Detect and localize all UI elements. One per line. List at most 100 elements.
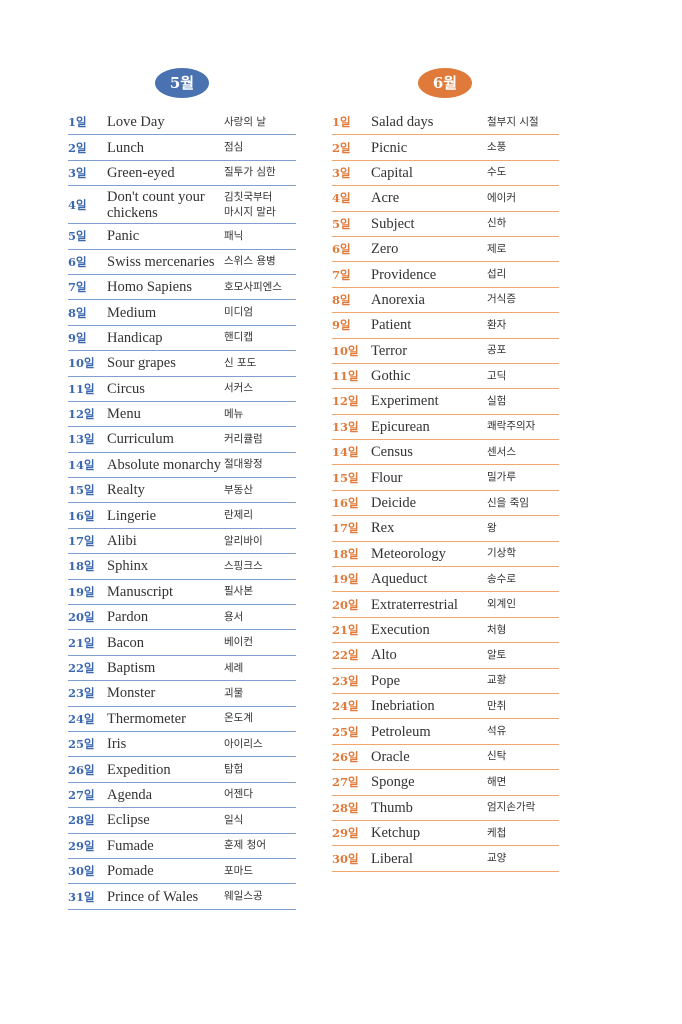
english-word: Pardon bbox=[107, 609, 149, 626]
korean-meaning: 교양 bbox=[487, 852, 507, 865]
day-label: 10일 bbox=[332, 343, 359, 358]
day-label: 18일 bbox=[68, 559, 95, 574]
korean-meaning: 부동산 bbox=[224, 483, 253, 496]
day-label: 5일 bbox=[332, 216, 351, 231]
day-label: 1일 bbox=[332, 115, 351, 130]
list-item: 30일 Pomade 포마드 bbox=[68, 859, 296, 885]
english-word: Thermometer bbox=[107, 710, 186, 727]
english-word: Execution bbox=[371, 622, 430, 638]
day-label: 4일 bbox=[332, 191, 351, 206]
english-word: Inebriation bbox=[371, 698, 435, 715]
list-item: 14일 Absolute monarchy 절대왕정 bbox=[68, 453, 296, 479]
list-item: 9일 Handicap 핸디캡 bbox=[68, 326, 296, 352]
english-word: Expedition bbox=[107, 761, 171, 778]
day-label: 14일 bbox=[332, 445, 359, 460]
day-label: 19일 bbox=[68, 584, 95, 599]
korean-meaning: 신을 죽임 bbox=[487, 496, 529, 509]
list-item: 4일 Don't count your chickens 김칫국부터 마시지 말라 bbox=[68, 186, 296, 225]
english-word: Extraterrestrial bbox=[371, 596, 458, 613]
list-item: 15일 Flour 밀가루 bbox=[332, 465, 559, 491]
june-word-list: 1일 Salad days 철부지 시절 2일 Picnic 소풍 3일 Capital 수도 4… bbox=[332, 110, 559, 872]
korean-meaning: 웨일스공 bbox=[224, 890, 263, 903]
day-label: 1일 bbox=[68, 115, 87, 130]
list-item: 15일 Realty 부동산 bbox=[68, 478, 296, 504]
day-label: 25일 bbox=[332, 724, 359, 739]
korean-meaning: 공포 bbox=[487, 344, 507, 357]
day-label: 25일 bbox=[68, 737, 95, 752]
day-label: 26일 bbox=[332, 749, 359, 764]
english-word: Petroleum bbox=[371, 723, 431, 740]
list-item: 20일 Extraterrestrial 외계인 bbox=[332, 592, 559, 618]
english-word: Prince of Wales bbox=[107, 888, 199, 905]
list-item: 11일 Gothic 고딕 bbox=[332, 364, 559, 390]
day-label: 24일 bbox=[68, 711, 95, 726]
day-label: 13일 bbox=[68, 432, 95, 447]
list-item: 28일 Thumb 엄지손가락 bbox=[332, 796, 559, 821]
korean-meaning: 온도계 bbox=[224, 712, 253, 725]
day-label: 21일 bbox=[68, 635, 95, 650]
korean-meaning: 점심 bbox=[224, 141, 244, 154]
day-label: 29일 bbox=[332, 826, 359, 841]
may-column: 5월 1일 Love Day 사랑의 날 2일 Lunch 점심 3일 Green-eyed 질… bbox=[68, 68, 296, 910]
korean-meaning: 거식증 bbox=[487, 293, 516, 306]
english-word: Picnic bbox=[371, 139, 408, 156]
korean-meaning: 실험 bbox=[487, 394, 507, 407]
list-item: 2일 Picnic 소풍 bbox=[332, 135, 559, 161]
day-label: 12일 bbox=[332, 394, 359, 409]
list-item: 5일 Panic 패닉 bbox=[68, 224, 296, 250]
korean-meaning: 란제리 bbox=[224, 509, 253, 522]
day-label: 3일 bbox=[332, 165, 351, 180]
day-label: 20일 bbox=[332, 597, 359, 612]
list-item: 7일 Homo Sapiens 호모사피엔스 bbox=[68, 275, 296, 301]
list-item: 22일 Baptism 세례 bbox=[68, 656, 296, 682]
list-item: 6일 Swiss mercenaries 스위스 용병 bbox=[68, 250, 296, 275]
day-label: 23일 bbox=[68, 686, 95, 701]
korean-meaning: 제로 bbox=[487, 242, 507, 255]
english-word: Realty bbox=[107, 482, 145, 499]
english-word: Anorexia bbox=[371, 291, 425, 308]
day-label: 16일 bbox=[332, 496, 359, 511]
list-item: 9일 Patient 환자 bbox=[332, 313, 559, 339]
english-word: Baptism bbox=[107, 660, 156, 676]
english-word: Epicurean bbox=[371, 418, 430, 435]
korean-meaning: 철부지 시절 bbox=[487, 115, 539, 128]
english-word: Handicap bbox=[107, 329, 163, 346]
day-label: 23일 bbox=[332, 673, 359, 688]
korean-meaning: 송수로 bbox=[487, 572, 516, 585]
english-word: Subject bbox=[371, 215, 415, 232]
list-item: 11일 Circus 서커스 bbox=[68, 377, 296, 402]
day-label: 16일 bbox=[68, 508, 95, 523]
english-word: Thumb bbox=[371, 799, 413, 816]
english-word: Iris bbox=[107, 736, 127, 753]
list-item: 27일 Sponge 해면 bbox=[332, 770, 559, 796]
list-item: 4일 Acre 에이커 bbox=[332, 186, 559, 212]
june-column: 6월 1일 Salad days 철부지 시절 2일 Picnic 소풍 3일 Capital… bbox=[332, 68, 559, 872]
korean-meaning: 훈제 청어 bbox=[224, 839, 266, 852]
korean-meaning: 커리큘럼 bbox=[224, 432, 263, 445]
korean-meaning: 스핑크스 bbox=[224, 559, 263, 572]
day-label: 31일 bbox=[68, 889, 95, 904]
korean-meaning: 패닉 bbox=[224, 229, 244, 242]
korean-meaning: 고딕 bbox=[487, 369, 507, 382]
list-item: 1일 Salad days 철부지 시절 bbox=[332, 110, 559, 136]
english-word: Medium bbox=[107, 304, 157, 321]
english-word: Homo Sapiens bbox=[107, 279, 192, 296]
korean-meaning: 용서 bbox=[224, 610, 244, 623]
korean-meaning: 김칫국부터 마시지 말라 bbox=[224, 190, 276, 218]
korean-meaning: 수도 bbox=[487, 166, 507, 179]
korean-meaning: 스위스 용병 bbox=[224, 255, 276, 268]
list-item: 22일 Alto 알토 bbox=[332, 643, 559, 669]
day-label: 17일 bbox=[332, 521, 359, 536]
korean-meaning: 베이컨 bbox=[224, 636, 253, 649]
korean-meaning: 왕 bbox=[487, 521, 497, 534]
day-label: 18일 bbox=[332, 546, 359, 561]
korean-meaning: 포마드 bbox=[224, 864, 253, 877]
english-word: Alto bbox=[371, 647, 397, 664]
list-item: 24일 Thermometer 온도계 bbox=[68, 707, 296, 732]
english-word: Fumade bbox=[107, 837, 154, 854]
korean-meaning: 엄지손가락 bbox=[487, 801, 536, 814]
korean-meaning: 알리바이 bbox=[224, 534, 263, 547]
korean-meaning: 만취 bbox=[487, 699, 507, 712]
day-label: 22일 bbox=[332, 648, 359, 663]
english-word: Sphinx bbox=[107, 558, 149, 575]
